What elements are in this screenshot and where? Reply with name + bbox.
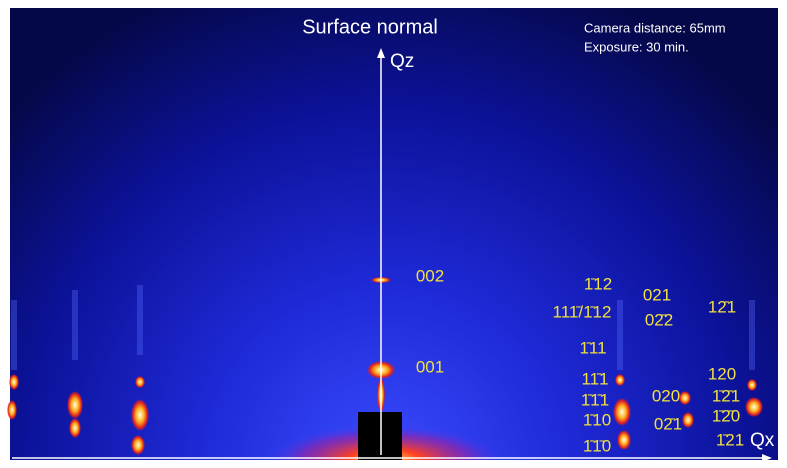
reflection-label: 001 [416, 357, 444, 376]
reflection-label: 1̄1̄0 [583, 436, 611, 455]
spot [745, 397, 763, 417]
reflection-label: 12̄1 [708, 297, 736, 316]
page: Surface normal Qz Qx Camera distance: 65… [0, 0, 787, 468]
diffraction-image: Surface normal Qz Qx Camera distance: 65… [0, 0, 787, 463]
spot [615, 374, 625, 386]
qx-label: Qx [750, 430, 775, 451]
spot [7, 400, 17, 420]
spot [67, 391, 83, 419]
spot [9, 374, 19, 390]
qz-label: Qz [390, 51, 414, 72]
streak [11, 300, 17, 370]
reflection-label: 111̄/1̄12 [553, 302, 612, 321]
spot [613, 398, 631, 426]
reflection-label: 1̄12 [584, 274, 612, 293]
streak [72, 290, 78, 360]
spot [131, 435, 145, 455]
reflection-label: 002 [416, 266, 444, 285]
spot [747, 379, 757, 391]
reflection-label: 1̄11 [579, 338, 606, 357]
reflection-label: 02̄1 [654, 414, 682, 433]
spot [135, 376, 145, 388]
reflection-label: 020 [652, 386, 680, 405]
reflection-label: 1̄2̄1 [712, 386, 740, 405]
reflection-label: 11̄1 [581, 369, 608, 388]
spot [617, 430, 631, 450]
reflection-label: 1̄1̄1 [581, 390, 609, 409]
spot [679, 391, 691, 405]
streak [137, 285, 143, 355]
axis-title: Surface normal [302, 16, 438, 38]
streak [617, 300, 623, 370]
info-line: Camera distance: 65mm [584, 20, 726, 35]
reflection-label: 1̄21 [716, 430, 744, 449]
spot [69, 418, 81, 438]
reflection-label: 021 [643, 285, 671, 304]
reflection-label: 02̄2 [645, 310, 673, 329]
streak [749, 300, 755, 370]
info-line: Exposure: 30 min. [584, 39, 689, 54]
spot [682, 412, 694, 428]
reflection-label: 120 [708, 364, 736, 383]
reflection-label: 1̄10 [583, 410, 611, 429]
reflection-label: 1̄2̄0 [712, 406, 740, 425]
beam-stop [358, 412, 402, 460]
spot [131, 399, 149, 431]
